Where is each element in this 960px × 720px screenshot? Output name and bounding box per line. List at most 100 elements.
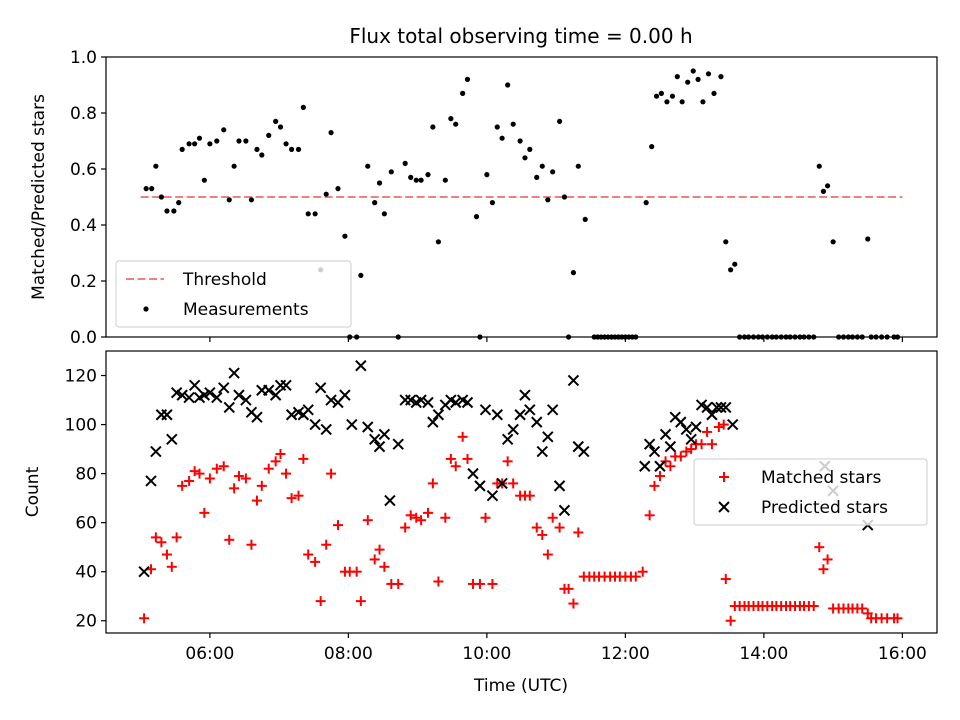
- top-data-point: [484, 172, 490, 178]
- top-data-point: [171, 208, 177, 214]
- top-legend: Threshold Measurements: [115, 260, 352, 328]
- top-legend-handle: [143, 306, 149, 312]
- bottom-data-point: [536, 445, 548, 458]
- top-data-point: [711, 90, 717, 96]
- bottom-data-point: [648, 445, 661, 458]
- bottom-data-point: [427, 478, 438, 489]
- bottom-data-point: [675, 416, 687, 428]
- bottom-data-point: [445, 453, 456, 464]
- top-data-point: [473, 214, 480, 220]
- bottom-data-point: [166, 561, 177, 572]
- bottom-data-point: [440, 512, 451, 523]
- top-ytick-label: 0.4: [70, 216, 97, 236]
- bottom-data-point: [256, 480, 267, 491]
- bottom-data-point: [432, 409, 445, 421]
- bottom-data-point: [150, 445, 162, 458]
- top-data-point: [179, 146, 185, 152]
- top-data-point: [243, 138, 249, 144]
- bottom-legend-label: Matched stars: [761, 468, 881, 488]
- top-data-point: [824, 183, 831, 189]
- bottom-legend-handle: [718, 501, 730, 513]
- bottom-data-point: [400, 522, 411, 533]
- top-data-point: [365, 163, 371, 169]
- bottom-data-point: [355, 596, 366, 607]
- bottom-data-point: [727, 418, 739, 431]
- bottom-data-point: [321, 539, 332, 550]
- top-data-point: [669, 93, 676, 99]
- top-data-point: [442, 177, 448, 183]
- bottom-data-point: [251, 411, 263, 423]
- bottom-data-point: [450, 396, 462, 409]
- top-data-point: [505, 82, 511, 88]
- bottom-data-point: [393, 578, 404, 589]
- bottom-data-point: [639, 460, 651, 472]
- bottom-data-point: [171, 532, 182, 543]
- top-legend-box: [115, 260, 352, 328]
- top-data-point: [685, 79, 691, 85]
- bottom-data-point: [184, 475, 195, 486]
- bottom-data-point: [637, 566, 648, 577]
- top-data-point: [448, 116, 454, 122]
- top-data-point: [408, 174, 414, 180]
- bottom-data-point: [514, 409, 526, 421]
- bottom-data-point: [665, 461, 676, 472]
- top-data-point: [186, 141, 192, 147]
- bottom-data-point: [524, 490, 535, 501]
- bottom-data-point: [519, 389, 531, 401]
- bottom-data-point: [314, 382, 327, 394]
- top-data-point: [312, 211, 318, 217]
- bottom-data-point: [685, 433, 697, 445]
- bottom-data-point: [145, 475, 157, 487]
- top-data-point: [570, 270, 577, 276]
- bottom-legend-box: [693, 458, 928, 526]
- top-data-point: [430, 124, 436, 130]
- bottom-data-point: [204, 473, 215, 484]
- top-data-point: [658, 90, 664, 96]
- bottom-legend-handle: [719, 472, 729, 482]
- bottom-xtick-label: 16:00: [878, 644, 927, 664]
- bottom-data-point: [263, 384, 275, 396]
- bottom-data-point: [531, 416, 543, 428]
- bottom-data-point: [423, 507, 434, 518]
- bottom-data-point: [233, 471, 244, 482]
- top-ytick-label: 0.0: [70, 328, 97, 348]
- bottom-data-point: [542, 549, 553, 560]
- top-data-point: [732, 261, 738, 267]
- top-data-point: [517, 138, 523, 144]
- bottom-data-point: [211, 391, 223, 404]
- bottom-data-point: [177, 480, 188, 491]
- bottom-xtick-label: 14:00: [739, 644, 788, 664]
- bottom-axes-frame: [105, 350, 938, 634]
- top-data-point: [248, 197, 255, 203]
- bottom-data-point: [240, 394, 252, 406]
- top-data-point: [143, 186, 149, 192]
- top-data-point: [254, 146, 260, 152]
- top-data-point: [192, 141, 198, 147]
- top-legend-label: Measurements: [183, 300, 309, 320]
- bottom-data-point: [233, 389, 245, 401]
- bottom-data-point: [547, 512, 558, 523]
- top-data-point: [305, 211, 311, 217]
- bottom-data-point: [176, 389, 188, 401]
- bottom-data-point: [720, 401, 732, 414]
- bottom-data-point: [702, 426, 713, 437]
- top-data-point: [236, 138, 242, 144]
- bottom-data-point: [496, 477, 508, 490]
- bottom-data-point: [725, 615, 736, 626]
- top-data-point: [402, 160, 408, 166]
- bottom-data-point: [643, 438, 656, 450]
- bottom-data-point: [701, 401, 713, 414]
- top-data-point: [453, 121, 459, 127]
- top-ytick-label: 0.8: [70, 104, 97, 124]
- bottom-data-point: [486, 489, 499, 502]
- bottom-data-point: [229, 483, 240, 494]
- top-ytick-label: 0.6: [70, 160, 97, 180]
- bottom-data-point: [479, 404, 492, 416]
- bottom-data-point: [405, 510, 416, 521]
- bottom-data-point: [281, 468, 292, 479]
- top-axes-frame: [105, 56, 938, 338]
- bottom-data-point: [573, 527, 584, 538]
- bottom-data-point: [659, 428, 672, 441]
- bottom-data-point: [362, 515, 373, 526]
